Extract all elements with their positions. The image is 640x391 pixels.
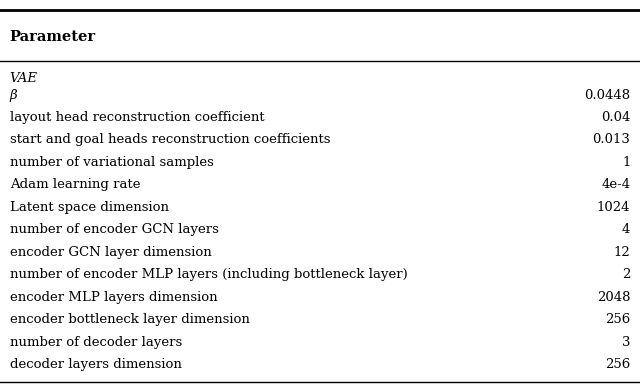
Text: 3: 3 <box>622 336 630 349</box>
Text: layout head reconstruction coefficient: layout head reconstruction coefficient <box>10 111 264 124</box>
Text: encoder GCN layer dimension: encoder GCN layer dimension <box>10 246 211 259</box>
Text: Adam learning rate: Adam learning rate <box>10 178 140 192</box>
Text: β: β <box>10 88 17 102</box>
Text: Latent space dimension: Latent space dimension <box>10 201 168 214</box>
Text: 0.04: 0.04 <box>601 111 630 124</box>
Text: 1: 1 <box>622 156 630 169</box>
Text: number of decoder layers: number of decoder layers <box>10 336 182 349</box>
Text: 4: 4 <box>622 223 630 237</box>
Text: start and goal heads reconstruction coefficients: start and goal heads reconstruction coef… <box>10 133 330 147</box>
Text: 4e-4: 4e-4 <box>601 178 630 192</box>
Text: VAE: VAE <box>10 72 38 85</box>
Text: 256: 256 <box>605 314 630 326</box>
Text: 1024: 1024 <box>597 201 630 214</box>
Text: decoder layers dimension: decoder layers dimension <box>10 359 182 371</box>
Text: 0.0448: 0.0448 <box>584 88 630 102</box>
Text: 0.013: 0.013 <box>593 133 630 147</box>
Text: encoder MLP layers dimension: encoder MLP layers dimension <box>10 291 217 304</box>
Text: 2048: 2048 <box>597 291 630 304</box>
Text: Parameter: Parameter <box>10 30 96 44</box>
Text: number of encoder GCN layers: number of encoder GCN layers <box>10 223 218 237</box>
Text: encoder bottleneck layer dimension: encoder bottleneck layer dimension <box>10 314 250 326</box>
Text: number of encoder MLP layers (including bottleneck layer): number of encoder MLP layers (including … <box>10 269 407 282</box>
Text: 256: 256 <box>605 359 630 371</box>
Text: 2: 2 <box>622 269 630 282</box>
Text: 12: 12 <box>614 246 630 259</box>
Text: number of variational samples: number of variational samples <box>10 156 214 169</box>
